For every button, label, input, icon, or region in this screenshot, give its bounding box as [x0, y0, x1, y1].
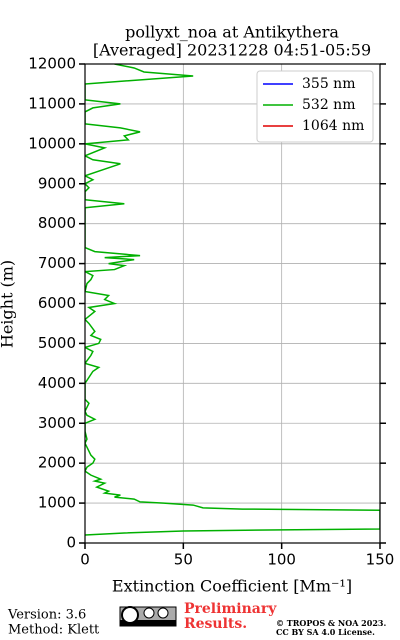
preliminary: Results. [184, 616, 247, 632]
y-tick-label: 12000 [28, 55, 76, 73]
by-icon [143, 607, 155, 619]
method: Method: Klett [8, 623, 100, 638]
copyright: © TROPOS & NOA 2023. [276, 618, 386, 628]
legend-label: 355 nm [302, 76, 355, 92]
y-tick-label: 5000 [38, 334, 76, 352]
y-tick-label: 7000 [38, 254, 76, 272]
copyright: CC BY SA 4.0 License. [276, 627, 375, 637]
y-tick-label: 6000 [38, 294, 76, 312]
cc-logo-band [120, 620, 176, 626]
y-tick-label: 3000 [38, 414, 76, 432]
y-tick-label: 4000 [38, 374, 76, 392]
y-tick-label: 10000 [28, 134, 76, 152]
x-tick-label: 0 [80, 551, 90, 569]
y-tick-label: 11000 [28, 94, 76, 112]
x-tick-label: 100 [267, 551, 296, 569]
cc-icon [121, 606, 139, 624]
y-tick-label: 8000 [38, 214, 76, 232]
x-axis-label: Extinction Coefficient [Mm⁻¹] [112, 577, 352, 596]
y-tick-label: 1000 [38, 494, 76, 512]
sa-icon [157, 607, 169, 619]
chart-title: pollyxt_noa at Antikythera [125, 23, 339, 42]
x-tick-label: 50 [174, 551, 193, 569]
y-axis-label: Height (m) [0, 260, 17, 348]
legend-label: 1064 nm [302, 118, 364, 134]
footer: Version: 3.6 Method: Klett Preliminary R… [7, 601, 386, 638]
x-tick-label: 150 [366, 551, 395, 569]
legend-box [256, 70, 374, 143]
chart-subtitle: [Averaged] 20231228 04:51-05:59 [93, 41, 371, 60]
y-tick-label: 9000 [38, 174, 76, 192]
version: Version: 3.6 [7, 608, 86, 623]
y-tick-label: 2000 [38, 454, 76, 472]
y-tick-label: 0 [66, 534, 76, 552]
preliminary: Preliminary [184, 601, 277, 617]
data-line [85, 64, 380, 536]
plot-frame [84, 63, 381, 544]
legend-label: 532 nm [302, 97, 355, 113]
